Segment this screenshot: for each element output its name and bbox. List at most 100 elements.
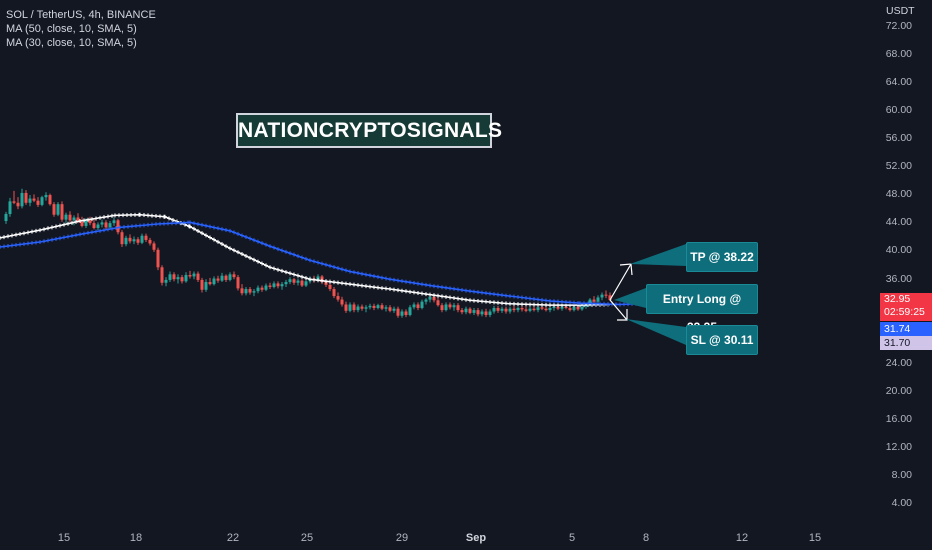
ma-blue-marker [18, 242, 22, 247]
time-axis[interactable]: 15 18 22 25 29 Sep 5 8 12 15 [0, 528, 932, 550]
candle-body [460, 310, 464, 313]
time-axis-label: 12 [735, 532, 749, 544]
candle-body [368, 305, 372, 308]
candle-body [112, 220, 116, 224]
ma-white-marker [142, 213, 146, 218]
candle-body [340, 299, 344, 305]
ma-blue-marker [158, 221, 162, 226]
ma-white [0, 213, 611, 306]
ma-white-marker [416, 290, 420, 295]
ma-white-marker [167, 216, 171, 221]
candle-body [56, 204, 60, 215]
ma-white-marker [158, 214, 162, 219]
candle-body [444, 304, 448, 311]
ma-blue-marker [228, 228, 232, 233]
ma-blue-marker [384, 276, 388, 281]
ma-blue-marker [622, 302, 626, 307]
ma-blue-marker [212, 225, 216, 230]
ma-white-marker [308, 277, 312, 282]
price-plot[interactable] [0, 0, 880, 528]
tp-arrow [609, 263, 632, 301]
candle-body [348, 304, 352, 311]
candle-body [396, 308, 400, 316]
ma-white-marker [460, 297, 464, 302]
ma-white-marker [344, 281, 348, 286]
ma-white-marker [320, 278, 324, 283]
ma-blue-marker [256, 239, 260, 244]
ma-blue-marker [34, 240, 38, 245]
ma-blue-marker [460, 288, 464, 293]
ma-white-marker [224, 244, 228, 249]
candle-body [400, 311, 404, 316]
candle-body [336, 296, 340, 300]
candle-body [260, 287, 264, 290]
ma-white-marker [556, 303, 560, 308]
ma-white-marker [528, 302, 532, 307]
ma-blue-marker [2, 244, 6, 249]
candle-body [120, 232, 124, 245]
ma-blue-marker [412, 281, 416, 286]
candle-body [552, 306, 556, 308]
candle-body [172, 274, 176, 280]
ma-white-marker [272, 266, 276, 271]
ma-blue-marker [300, 255, 304, 260]
ma-blue-marker [404, 279, 408, 284]
ma-blue-marker [388, 277, 392, 282]
ma-white-marker [552, 303, 556, 308]
legend-ma-30[interactable]: MA (30, close, 10, SMA, 5) [6, 37, 137, 49]
ma-blue-marker [308, 258, 312, 263]
candle-body [288, 279, 292, 283]
ma-white-marker [428, 292, 432, 297]
ma-blue-marker [130, 224, 134, 229]
ma-blue-marker [472, 289, 476, 294]
candle-body [272, 283, 276, 287]
ma-white-marker [264, 263, 268, 268]
candle-body [540, 307, 544, 309]
candle-body [160, 267, 164, 283]
sl-callout[interactable]: SL @ 30.11 [686, 325, 758, 355]
ma-white-marker [440, 294, 444, 299]
candle-body [268, 285, 272, 287]
entry-callout[interactable]: Entry Long @ 33.35 [646, 284, 758, 334]
ma-blue-marker [496, 292, 500, 297]
ma-blue-marker [10, 243, 14, 248]
candle-body [220, 275, 224, 281]
ma-white-marker [548, 303, 552, 308]
ma-blue-marker [480, 290, 484, 295]
ma-blue-marker [42, 239, 46, 244]
legend-symbol[interactable]: SOL / TetherUS, 4h, BINANCE [6, 9, 156, 21]
candle-body [588, 299, 592, 306]
candle-body [192, 273, 196, 277]
ma-blue-marker [552, 299, 556, 304]
candle-body [48, 195, 52, 205]
ma-blue-marker [166, 221, 170, 226]
ma-blue-marker [196, 222, 200, 227]
price-axis[interactable]: USDT 72.00 68.00 64.00 60.00 56.00 52.00 48.00… [880, 0, 932, 528]
ma-white-marker [208, 235, 212, 240]
chart-area[interactable]: SOL / TetherUS, 4h, BINANCE MA (50, clos… [0, 0, 880, 528]
ma-white-marker [146, 213, 150, 218]
ma-blue-marker [260, 241, 264, 246]
candle-body [188, 275, 192, 277]
candle-body [92, 223, 96, 229]
ma-blue-marker [372, 274, 376, 279]
tp-callout[interactable]: TP @ 38.22 [686, 242, 758, 272]
ma-blue-marker [452, 286, 456, 291]
ma-blue-marker [22, 242, 26, 247]
ma-blue-marker [520, 295, 524, 300]
ma-white-marker [292, 272, 296, 277]
ma-blue-marker [82, 231, 86, 236]
legend-ma-50[interactable]: MA (50, close, 10, SMA, 5) [6, 23, 137, 35]
ma-white-line [0, 212, 611, 308]
ma-blue-marker [62, 235, 66, 240]
candle-body [136, 239, 140, 243]
ma-blue-marker [146, 222, 150, 227]
ma-white-marker [192, 226, 196, 231]
candle-body [452, 305, 456, 308]
ma-white-marker [508, 301, 512, 306]
ma-blue-marker [598, 301, 602, 306]
time-axis-label: Sep [465, 532, 487, 544]
ma-white-marker [58, 223, 62, 228]
ma-white-marker [360, 283, 364, 288]
candle-body [544, 308, 548, 311]
